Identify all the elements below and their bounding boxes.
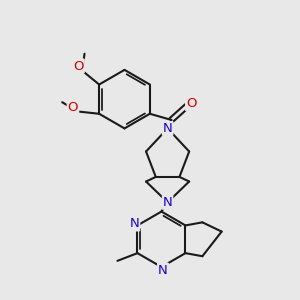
Text: O: O xyxy=(73,59,84,73)
Text: N: N xyxy=(130,218,139,230)
Text: O: O xyxy=(186,97,197,110)
Text: N: N xyxy=(163,122,172,135)
Text: O: O xyxy=(186,97,197,110)
Text: O: O xyxy=(68,101,78,114)
Text: N: N xyxy=(158,264,168,277)
Text: N: N xyxy=(163,196,172,209)
Text: O: O xyxy=(73,59,84,73)
Text: O: O xyxy=(68,101,78,114)
Text: N: N xyxy=(158,264,168,277)
Text: N: N xyxy=(130,218,139,230)
